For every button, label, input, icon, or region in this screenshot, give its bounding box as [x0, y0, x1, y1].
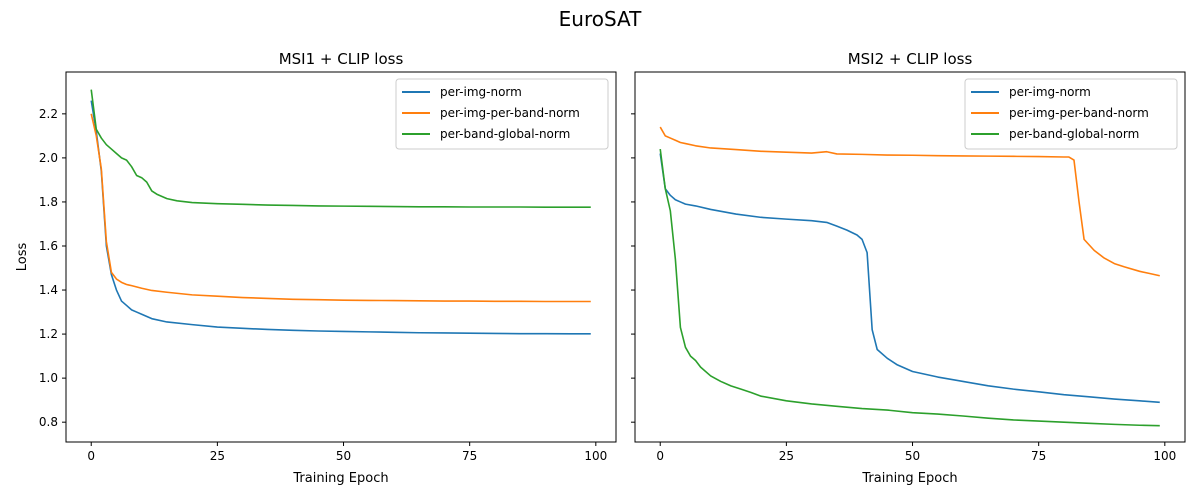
y-axis-label: Loss — [15, 243, 30, 272]
x-tick-label: 25 — [779, 449, 794, 463]
legend-label: per-img-per-band-norm — [1009, 106, 1149, 120]
legend: per-img-norm per-img-per-band-norm per-ban… — [395, 78, 609, 150]
chart-panel-msi2: 0 25 50 75 100 MSI2 + CLIP loss Training Epoch… — [631, 50, 1186, 486]
x-tick-label: 100 — [1153, 449, 1176, 463]
x-tick-label: 100 — [584, 449, 607, 463]
x-tick-label: 75 — [462, 449, 477, 463]
legend-box — [395, 78, 609, 150]
figure-suptitle: EuroSAT — [559, 7, 643, 31]
axes-frame — [65, 71, 617, 443]
x-tick-label: 0 — [87, 449, 95, 463]
y-tick-label: 2.2 — [39, 107, 58, 121]
y-tick-label: 1.8 — [39, 195, 58, 209]
axes-frame — [634, 71, 1186, 443]
legend-label: per-img-norm — [1009, 85, 1091, 99]
chart-panel-msi1: 0 25 50 75 100 0.8 1.0 1.2 1.4 1.6 1.8 2.0 2.2 MSI1 +… — [15, 50, 617, 486]
legend-label: per-img-per-band-norm — [440, 106, 580, 120]
series-line-per-img-norm — [90, 100, 591, 335]
y-tick-label: 2.0 — [39, 151, 58, 165]
legend-label: per-band-global-norm — [1009, 127, 1139, 141]
y-tick-label: 1.2 — [39, 327, 58, 341]
y-tick-label: 0.8 — [39, 415, 58, 429]
legend-label: per-band-global-norm — [440, 127, 570, 141]
legend-label: per-img-norm — [440, 85, 522, 99]
series-line-per-img-norm — [659, 153, 1160, 404]
chart-title: MSI2 + CLIP loss — [848, 50, 973, 68]
series-line-per-img-per-band-norm — [90, 113, 591, 303]
series-line-per-img-per-band-norm — [659, 126, 1160, 277]
x-axis-label: Training Epoch — [292, 471, 388, 486]
x-tick-label: 0 — [656, 449, 664, 463]
y-tick-label: 1.0 — [39, 371, 58, 385]
y-tick-label: 1.6 — [39, 239, 58, 253]
x-tick-label: 25 — [210, 449, 225, 463]
chart-title: MSI1 + CLIP loss — [279, 50, 404, 68]
y-tick-label: 1.4 — [39, 283, 58, 297]
x-tick-label: 50 — [905, 449, 920, 463]
series-line-per-band-global-norm — [659, 148, 1160, 427]
x-axis-label: Training Epoch — [861, 471, 957, 486]
x-tick-label: 50 — [336, 449, 351, 463]
legend-box — [964, 78, 1178, 150]
series-line-per-band-global-norm — [90, 89, 591, 209]
x-tick-label: 75 — [1031, 449, 1046, 463]
legend: per-img-norm per-img-per-band-norm per-ban… — [964, 78, 1178, 150]
